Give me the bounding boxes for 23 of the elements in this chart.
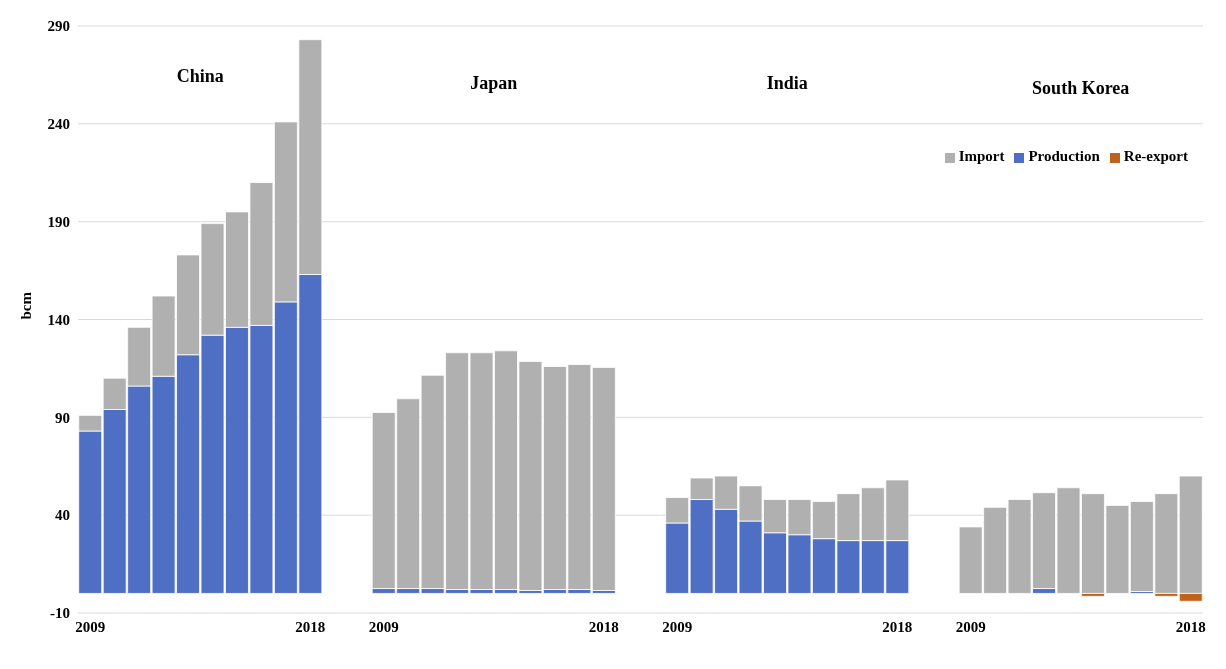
annotation: China bbox=[175, 66, 225, 87]
legend-label: Import bbox=[958, 148, 1005, 164]
x-tick-label: 2018 bbox=[295, 618, 326, 635]
annotation: India bbox=[765, 73, 809, 94]
annotation: Japan bbox=[469, 73, 519, 94]
y-tick-label: 140 bbox=[47, 311, 70, 328]
y-tick-label: 240 bbox=[47, 116, 70, 133]
x-tick-label: 2018 bbox=[882, 618, 913, 635]
x-tick-label: 2009 bbox=[368, 618, 399, 635]
y-tick-label: 290 bbox=[47, 18, 70, 35]
y-tick-label: 90 bbox=[55, 409, 70, 426]
x-tick-label: 2018 bbox=[1175, 618, 1206, 635]
annotation: South Korea bbox=[1031, 78, 1131, 99]
y-tick-label: -10 bbox=[50, 605, 70, 622]
x-tick-label: 2009 bbox=[955, 618, 986, 635]
x-tick-label: 2009 bbox=[662, 618, 693, 635]
x-tick-label: 2009 bbox=[75, 618, 106, 635]
legend-label: Production bbox=[1028, 148, 1100, 164]
y-tick-label: 190 bbox=[47, 213, 70, 230]
y-tick-label: 40 bbox=[55, 507, 70, 524]
y-axis-title: bcm bbox=[18, 291, 35, 320]
x-tick-label: 2018 bbox=[588, 618, 619, 635]
legend-label: Re-export bbox=[1123, 148, 1188, 164]
